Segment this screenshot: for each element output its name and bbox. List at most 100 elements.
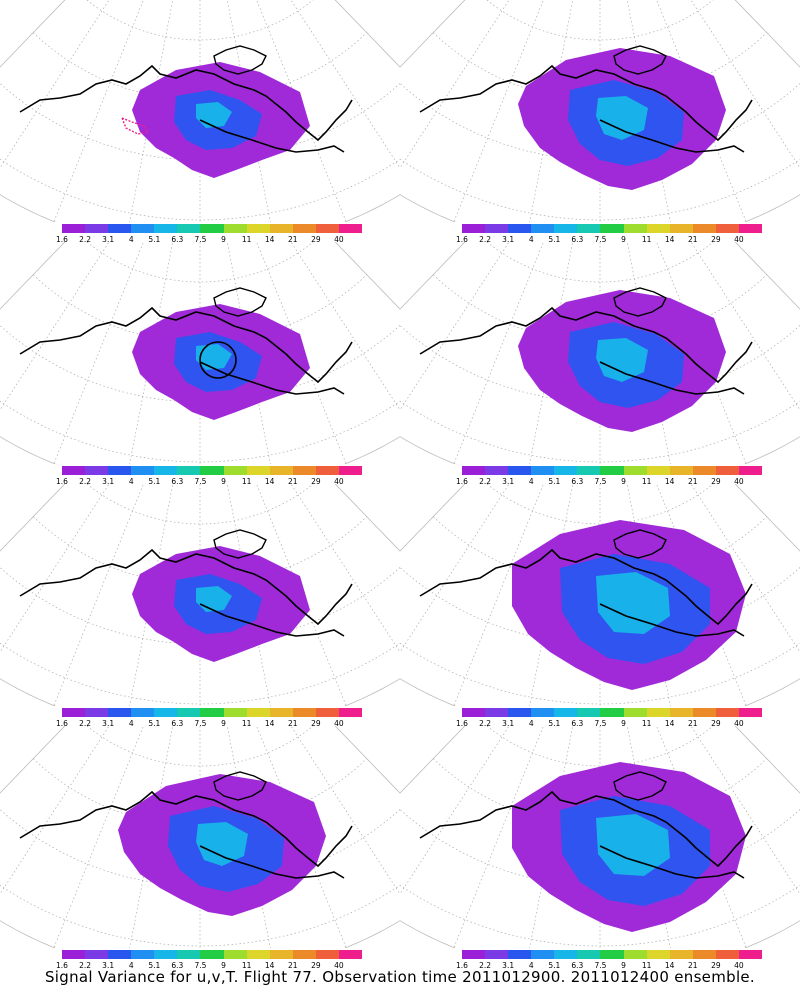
colorbar-swatch — [531, 224, 555, 233]
colorbar-labels: 1.6 2.2 3.1 4 5.1 6.3 7.5 9 11 14 21 29 40 — [56, 961, 362, 971]
colorbar-swatch — [269, 224, 293, 233]
colorbar-tick-label: 5.1 — [148, 235, 161, 244]
coastline — [19, 548, 353, 626]
polar-map — [400, 484, 800, 706]
arctic-islands — [213, 45, 267, 75]
colorbar-labels: 1.6 2.2 3.1 4 5.1 6.3 7.5 9 11 14 21 29 40 — [56, 477, 362, 487]
colorbar-swatch — [154, 708, 178, 717]
colorbar-swatch — [85, 224, 109, 233]
coastline — [419, 790, 753, 868]
longitude-gridline — [53, 484, 144, 706]
arctic-islands — [213, 771, 267, 801]
colorbar-tick-label: 4 — [128, 235, 134, 244]
longitude-gridline — [400, 484, 510, 653]
colorbar-swatch — [738, 224, 763, 233]
colorbar-swatch — [692, 708, 716, 717]
colorbar-swatch — [462, 466, 486, 475]
colorbar-tick-label: 7.5 — [594, 961, 607, 970]
longitude-gridline — [400, 242, 510, 411]
coastline — [19, 790, 353, 868]
colorbar-tick-label: 29 — [311, 961, 321, 970]
colorbar-tick-label: 4 — [528, 719, 534, 728]
latitude-gridline — [0, 567, 400, 645]
colorbar-swatch — [246, 224, 270, 233]
colorbar-tick-label: 29 — [711, 961, 721, 970]
longitude-gridline — [290, 484, 400, 653]
colorbar — [62, 466, 363, 475]
colorbar-swatch — [315, 224, 339, 233]
colorbar-swatch — [462, 950, 486, 959]
colorbar-swatch — [600, 224, 624, 233]
colorbar-tick-label: 2.2 — [79, 961, 92, 970]
colorbar-swatch — [177, 224, 201, 233]
colorbar-tick-label: 9 — [221, 719, 226, 728]
colorbar-labels: 1.6 2.2 3.1 4 5.1 6.3 7.5 9 11 14 21 29 40 — [456, 235, 762, 245]
colorbar-swatch — [508, 950, 532, 959]
colorbar-swatch — [131, 224, 155, 233]
longitude-gridline — [256, 0, 347, 222]
colorbar-swatch — [485, 708, 509, 717]
colorbar-swatch — [223, 708, 247, 717]
coastline — [599, 845, 745, 879]
polar-map — [0, 242, 400, 464]
colorbar-tick-label: 2.2 — [479, 961, 492, 970]
colorbar-swatch — [292, 224, 316, 233]
colorbar-swatch — [338, 950, 363, 959]
longitude-gridline — [400, 0, 510, 169]
coastline — [599, 119, 745, 153]
colorbar-swatch — [154, 466, 178, 475]
colorbar-tick-label: 9 — [221, 961, 226, 970]
coastline — [199, 845, 345, 879]
colorbar-tick-label: 2.2 — [79, 477, 92, 486]
latitude-gridline — [0, 83, 400, 161]
colorbar-swatch — [154, 224, 178, 233]
colorbar-swatch — [62, 224, 86, 233]
polar-map — [0, 0, 400, 222]
colorbar-swatch — [108, 708, 132, 717]
colorbar-tick-label: 11 — [641, 477, 652, 486]
colorbar-tick-label: 4 — [528, 477, 534, 486]
colorbar-tick-label: 21 — [687, 961, 698, 970]
colorbar-swatch — [715, 466, 739, 475]
longitude-gridline — [529, 242, 574, 464]
longitude-gridline — [290, 242, 400, 411]
colorbar-tick-label: 7.5 — [194, 719, 207, 728]
colorbar-swatch — [62, 950, 86, 959]
arctic-islands — [613, 529, 667, 559]
colorbar-tick-label: 5.1 — [148, 961, 161, 970]
longitude-gridline — [0, 726, 110, 895]
colorbar-tick-label: 40 — [334, 961, 344, 970]
colorbar-swatch — [154, 950, 178, 959]
colorbar-swatch — [577, 224, 601, 233]
colorbar-tick-label: 14 — [264, 961, 275, 970]
longitude-gridline — [626, 242, 671, 464]
colorbar-swatch — [623, 224, 647, 233]
colorbar-swatch — [246, 466, 270, 475]
longitude-gridline — [626, 484, 671, 706]
forecast-panel: 2011012900 + 72h1.62.23.145.16.37.591114… — [400, 484, 800, 728]
colorbar-swatch — [577, 950, 601, 959]
colorbar-swatch — [246, 950, 270, 959]
colorbar-tick-label: 11 — [641, 961, 652, 970]
colorbar-swatch — [600, 950, 624, 959]
longitude-gridline — [656, 242, 747, 464]
variance-field-core — [596, 338, 648, 382]
colorbar-labels: 1.6 2.2 3.1 4 5.1 6.3 7.5 9 11 14 21 29 40 — [56, 719, 362, 729]
colorbar-swatch — [738, 708, 763, 717]
longitude-gridline — [453, 726, 544, 948]
colorbar-swatch — [485, 950, 509, 959]
longitude-gridline — [453, 242, 544, 464]
colorbar-swatch — [315, 466, 339, 475]
colorbar-tick-label: 3.1 — [102, 719, 115, 728]
colorbar-swatch — [200, 224, 224, 233]
longitude-gridline — [529, 0, 574, 222]
colorbar-tick-label: 1.6 — [56, 961, 68, 970]
colorbar-tick-label: 5.1 — [548, 961, 561, 970]
variance-field-core — [196, 822, 248, 866]
colorbar-tick-label: 40 — [734, 961, 744, 970]
colorbar-tick-label: 7.5 — [594, 719, 607, 728]
highlight-circle — [199, 341, 237, 379]
colorbar-tick-label: 21 — [687, 719, 698, 728]
latitude-gridline — [0, 809, 400, 887]
colorbar-labels: 1.6 2.2 3.1 4 5.1 6.3 7.5 9 11 14 21 29 40 — [456, 477, 762, 487]
